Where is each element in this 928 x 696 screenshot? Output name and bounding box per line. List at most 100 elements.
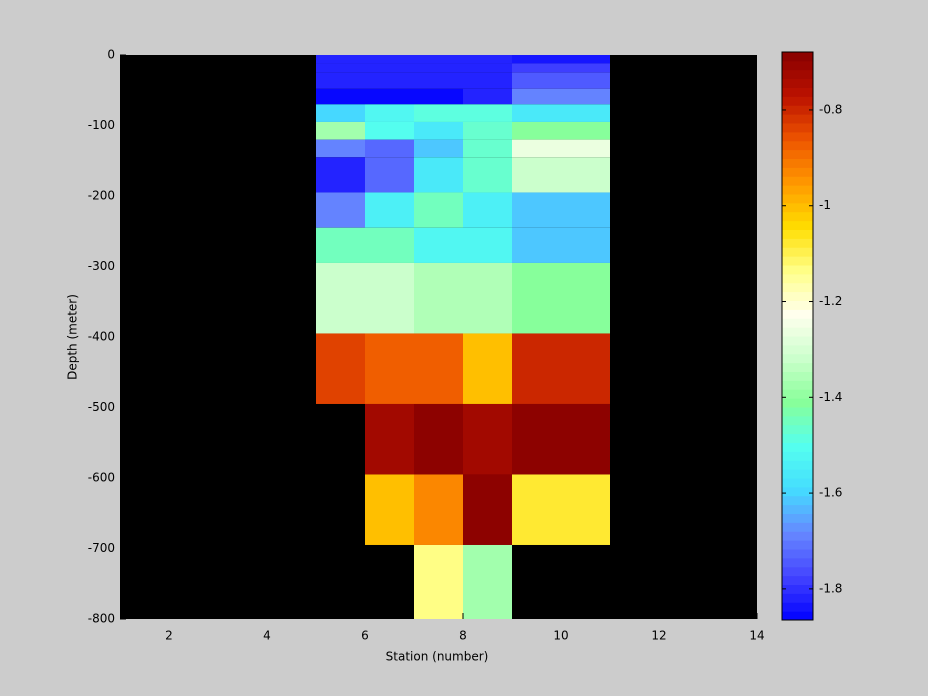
heatmap-cell bbox=[316, 104, 365, 122]
heatmap-cell bbox=[463, 157, 512, 193]
y-tick-label: -600 bbox=[88, 471, 115, 485]
colorbar-swatch bbox=[782, 78, 813, 88]
heatmap-cell bbox=[463, 88, 512, 105]
colorbar-swatch bbox=[782, 52, 813, 62]
heatmap-cell bbox=[414, 63, 463, 73]
colorbar-swatch bbox=[782, 282, 813, 293]
heatmap-cell bbox=[512, 157, 610, 193]
heatmap-cell bbox=[316, 72, 365, 89]
colorbar-swatch bbox=[782, 460, 813, 470]
colorbar-swatch bbox=[782, 300, 813, 310]
colorbar-swatch bbox=[782, 344, 813, 355]
x-tick-label: 4 bbox=[263, 629, 271, 643]
colorbar-swatch bbox=[782, 566, 813, 577]
heatmap-cell bbox=[463, 192, 512, 228]
colorbar-swatch bbox=[782, 362, 813, 372]
y-tick-label: -200 bbox=[88, 189, 115, 203]
colorbar-swatch bbox=[782, 60, 813, 71]
y-tick-label: -800 bbox=[88, 612, 115, 626]
heatmap-cell bbox=[365, 121, 414, 140]
heatmap-cell bbox=[414, 121, 463, 140]
heatmap-cell bbox=[414, 333, 463, 404]
heatmap-cell bbox=[414, 403, 463, 475]
x-tick-label: 8 bbox=[459, 629, 467, 643]
colorbar-swatch bbox=[782, 238, 813, 248]
heatmap-cell bbox=[365, 88, 414, 105]
heatmap-cell bbox=[316, 139, 365, 158]
heatmap-cell bbox=[463, 121, 512, 140]
heatmap-cell bbox=[512, 88, 610, 105]
heatmap-cell bbox=[365, 262, 414, 334]
heatmap-cell bbox=[463, 262, 512, 334]
colorbar-swatch bbox=[782, 549, 813, 559]
x-tick-label: 12 bbox=[651, 629, 666, 643]
colorbar-swatch bbox=[782, 336, 813, 346]
heatmap-cell bbox=[463, 139, 512, 158]
colorbar-swatch bbox=[782, 415, 813, 426]
heatmap-cell bbox=[463, 104, 512, 122]
colorbar-swatch bbox=[782, 69, 813, 80]
heatmap-cell bbox=[414, 474, 463, 545]
heatmap-cell bbox=[316, 333, 365, 404]
y-tick-label: -400 bbox=[88, 330, 115, 344]
colorbar-swatch bbox=[782, 273, 813, 284]
colorbar-swatch bbox=[782, 211, 813, 222]
heatmap-cell bbox=[365, 63, 414, 73]
heatmap-cell bbox=[463, 72, 512, 89]
y-tick-label: -700 bbox=[88, 541, 115, 555]
heatmap-cell bbox=[414, 227, 463, 263]
colorbar-swatch bbox=[782, 167, 813, 177]
colorbar-swatch bbox=[782, 176, 813, 186]
colorbar-swatch bbox=[782, 380, 813, 390]
heatmap-cell bbox=[463, 55, 512, 64]
colorbar-swatch bbox=[782, 353, 813, 364]
heatmap-cell bbox=[512, 227, 610, 263]
y-tick-label: 0 bbox=[107, 48, 115, 62]
heatmap-cell bbox=[414, 72, 463, 89]
x-tick-label: 2 bbox=[165, 629, 173, 643]
colorbar-swatch bbox=[782, 557, 813, 568]
x-tick-label: 6 bbox=[361, 629, 369, 643]
colorbar-swatch bbox=[782, 602, 813, 612]
heatmap-cell bbox=[512, 262, 610, 334]
colorbar-swatch bbox=[782, 114, 813, 124]
colorbar-tick-label: -1.8 bbox=[819, 581, 842, 595]
colorbar-swatch bbox=[782, 611, 813, 621]
heatmap-cell bbox=[512, 139, 610, 158]
heatmap-cell bbox=[316, 157, 365, 193]
colorbar-swatch bbox=[782, 486, 813, 497]
colorbar-swatch bbox=[782, 495, 813, 506]
colorbar-swatch bbox=[782, 96, 813, 106]
heatmap-cell bbox=[365, 227, 414, 263]
y-tick-label: -500 bbox=[88, 400, 115, 414]
colorbar-swatch bbox=[782, 105, 813, 115]
heatmap-cell bbox=[414, 55, 463, 64]
heatmap-cell bbox=[365, 192, 414, 228]
colorbar-swatch bbox=[782, 131, 813, 142]
colorbar-tick-label: -1.4 bbox=[819, 390, 842, 404]
colorbar-swatch bbox=[782, 451, 813, 461]
heatmap-cell bbox=[512, 121, 610, 140]
colorbar-swatch bbox=[782, 433, 813, 443]
colorbar-swatch bbox=[782, 584, 813, 594]
heatmap-cell bbox=[463, 544, 512, 619]
colorbar-swatch bbox=[782, 504, 813, 514]
heatmap-cell bbox=[463, 63, 512, 73]
heatmap-cell bbox=[414, 139, 463, 158]
heatmap-cell bbox=[365, 157, 414, 193]
colorbar-tick-label: -1.2 bbox=[819, 294, 842, 308]
heatmap-cell bbox=[316, 121, 365, 140]
colorbar-swatch bbox=[782, 229, 813, 239]
heatmap-cell bbox=[414, 262, 463, 334]
colorbar-tick-label: -0.8 bbox=[819, 102, 842, 116]
colorbar-swatch bbox=[782, 158, 813, 168]
colorbar-swatch bbox=[782, 442, 813, 452]
heatmap-cell bbox=[316, 55, 365, 64]
heatmap-cell bbox=[512, 63, 610, 73]
colorbar-swatch bbox=[782, 424, 813, 435]
heatmap-cell bbox=[365, 104, 414, 122]
heatmap-cell bbox=[316, 227, 365, 263]
heatmap-cell bbox=[365, 72, 414, 89]
heatmap-cell bbox=[365, 333, 414, 404]
y-axis-label: Depth (meter) bbox=[66, 294, 80, 380]
